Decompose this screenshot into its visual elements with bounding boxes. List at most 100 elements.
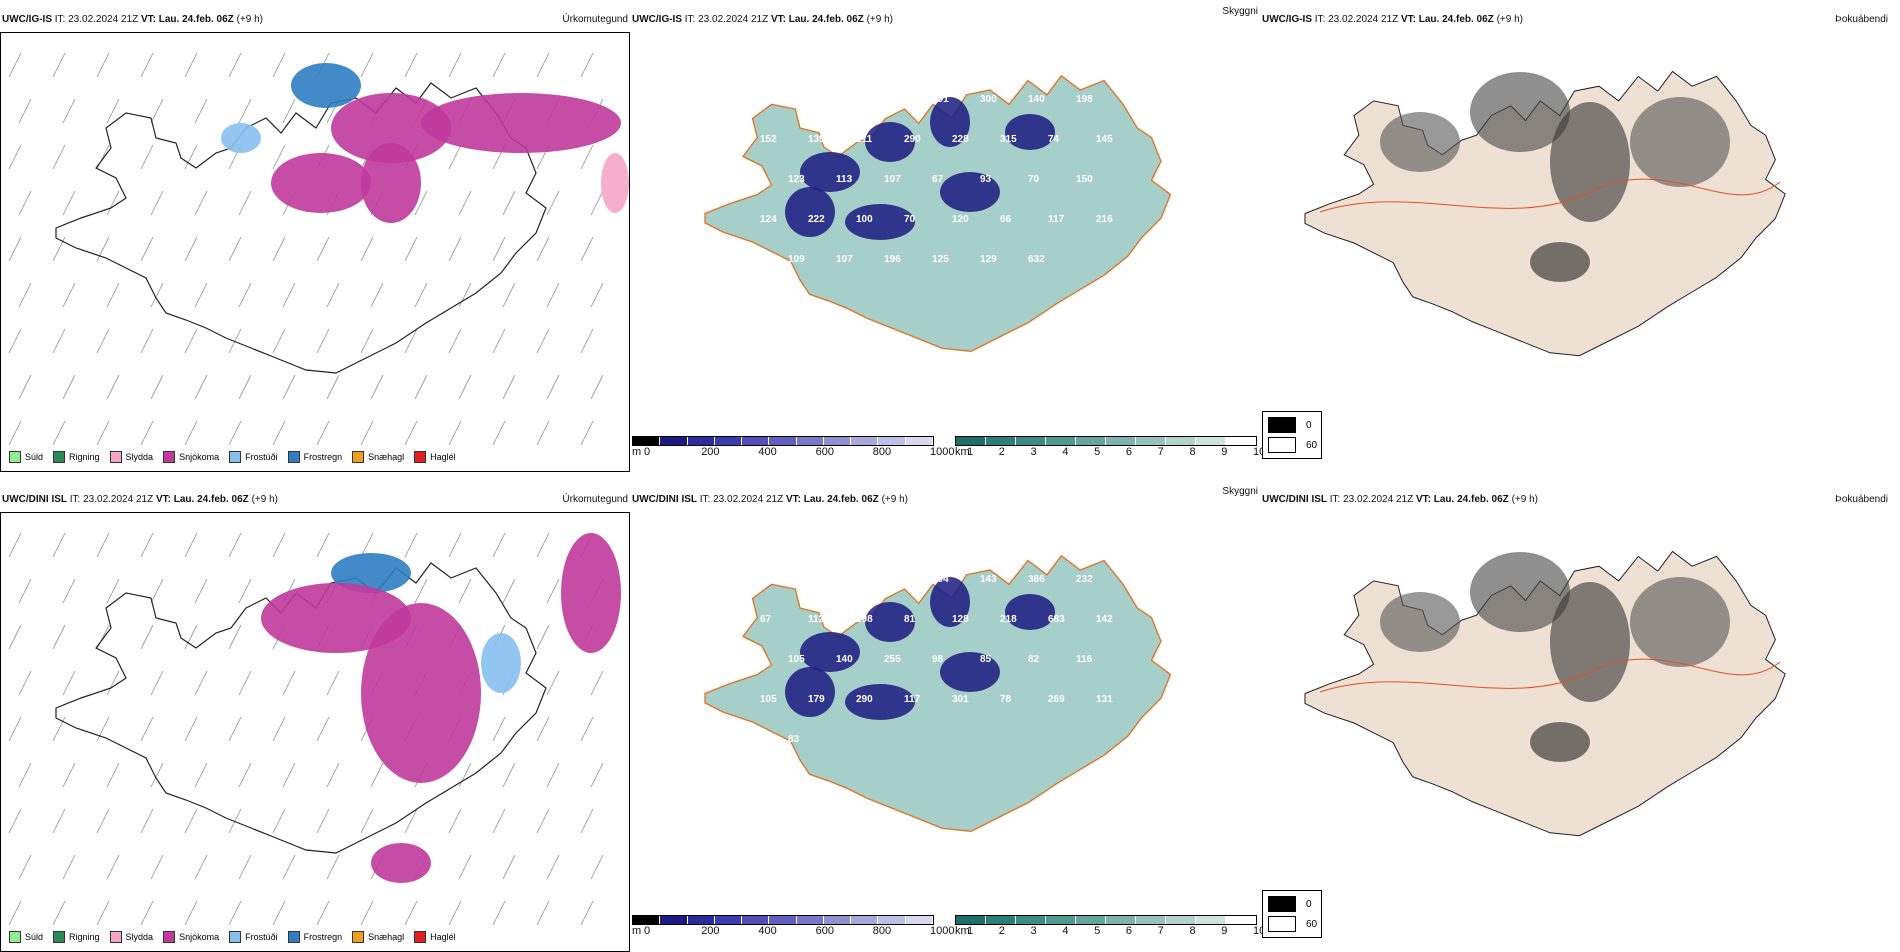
cloud-base-label: 117 <box>904 694 921 705</box>
fog-index-area <box>1470 72 1570 152</box>
legend-label: Slydda <box>125 932 154 942</box>
cloud-base-colorbar <box>632 915 934 925</box>
cloud-base-label: 93 <box>980 174 992 185</box>
wind-barb <box>18 762 32 788</box>
wind-barb <box>106 854 120 880</box>
colorbar-segment <box>769 916 797 924</box>
cloud-base-label: 139 <box>808 134 825 145</box>
field-title: Skyggni <box>1222 6 1258 17</box>
legend-label: Rigning <box>69 452 100 462</box>
legend-label: Haglél <box>430 932 456 942</box>
cloud-base-area <box>800 632 860 672</box>
colorbar-segment <box>1016 437 1046 445</box>
wind-barb <box>52 532 66 558</box>
colorbar-segment <box>742 916 770 924</box>
precip-legend-item: Rigning <box>53 451 100 463</box>
cloud-base-label: 116 <box>1076 654 1093 665</box>
precip-area <box>221 123 261 153</box>
cloud-base-label: 211 <box>856 134 873 145</box>
colorbar-tick-label: 8 <box>1189 925 1196 937</box>
wind-barb <box>272 808 286 834</box>
colorbar-tick-label: 4 <box>1062 925 1069 937</box>
cloud-base-label: 300 <box>980 94 997 105</box>
cloud-base-label: 128 <box>952 614 969 625</box>
wind-barb <box>228 532 242 558</box>
colorbar-segment <box>796 437 824 445</box>
wind-barb <box>96 420 110 446</box>
colorbar-tick-label: 800 <box>872 446 892 458</box>
wind-barb <box>52 900 66 926</box>
wind-barb <box>228 236 242 262</box>
fog-index-area <box>1530 242 1590 282</box>
cloud-base-area <box>865 122 915 162</box>
wind-barb <box>228 420 242 446</box>
wind-barb <box>96 144 110 170</box>
wind-barb <box>272 532 286 558</box>
wind-barb <box>536 808 550 834</box>
cloud-base-label: 112 <box>808 614 825 625</box>
colorbar-tick-label: 8 <box>1189 446 1196 458</box>
field-title: Skyggni <box>1222 486 1258 497</box>
colorbar-segment <box>714 437 743 445</box>
cloud-base-label: 125 <box>932 254 949 265</box>
cloud-base-label: 301 <box>952 694 969 705</box>
init-time: IT: 23.02.2024 21Z <box>1314 14 1399 25</box>
wind-barb <box>502 190 516 216</box>
colorbar-tick-label: 0 <box>644 925 651 937</box>
colorbar-tick-label: 200 <box>701 446 720 458</box>
cloud-base-label: 103 <box>740 654 757 665</box>
wind-barb <box>18 98 32 124</box>
cloud-base-label: 142 <box>1096 614 1113 625</box>
wind-barb <box>8 52 22 78</box>
wind-barb <box>580 420 594 446</box>
fog-legend-label: 60 <box>1306 439 1318 451</box>
cloud-base-area <box>1005 594 1055 630</box>
precip-legend-item: Snjókoma <box>163 931 219 943</box>
colorbar-segment <box>1046 916 1076 924</box>
wind-barb <box>370 374 384 400</box>
cloud-base-label: 105 <box>760 694 777 705</box>
cloud-base-label: 117 <box>1048 214 1065 225</box>
lead-time: (+9 h) <box>866 14 893 25</box>
colorbar-segment <box>956 437 986 445</box>
wind-barb <box>404 532 418 558</box>
colorbar-tick-label: 3 <box>1030 925 1037 937</box>
wind-barb <box>184 328 198 354</box>
wind-barb <box>106 98 120 124</box>
wind-barb <box>458 762 472 788</box>
wind-barb <box>316 532 330 558</box>
wind-barb <box>536 52 550 78</box>
colorbar-segment <box>878 916 906 924</box>
colorbar-tick-label: 7 <box>1157 925 1164 937</box>
colorbar-tick-label: 9 <box>1221 925 1228 937</box>
colorbar-segment <box>851 437 879 445</box>
wind-barb <box>360 900 374 926</box>
colorbar-segment <box>1106 437 1136 445</box>
precip-map: Súld Rigning Slydda Snjókoma Frostúði Frostre… <box>0 32 630 472</box>
wind-barb <box>546 190 560 216</box>
wind-barb <box>272 420 286 446</box>
cloud-base-area <box>940 652 1000 692</box>
visibility-colorbar <box>955 436 1257 446</box>
cloud-base-colorbar-labels: m 0 200 400 600 800 1000 <box>632 925 954 939</box>
cloud-base-label: 290 <box>904 134 921 145</box>
wind-barb <box>414 578 428 604</box>
colorbar-unit: km <box>955 925 970 937</box>
wind-barb <box>52 328 66 354</box>
wind-barb <box>316 420 330 446</box>
cloud-base-label: 124 <box>760 214 777 225</box>
fog-map <box>1260 512 1890 912</box>
colorbar-tick-label: 600 <box>815 446 834 458</box>
wind-barb <box>316 328 330 354</box>
wind-barb <box>360 532 374 558</box>
legend-swatch <box>109 931 122 943</box>
wind-barb <box>194 374 208 400</box>
wind-barb <box>316 716 330 742</box>
legend-label: Súld <box>25 452 44 462</box>
legend-label: Snæhagl <box>368 932 405 942</box>
wind-barb <box>52 808 66 834</box>
wind-barb <box>228 900 242 926</box>
wind-barb <box>536 236 550 262</box>
panel-title: UWC/DINI ISL IT: 23.02.2024 21Z VT: Lau.… <box>630 486 1260 512</box>
cloud-base-panel-bottom: UWC/DINI ISL IT: 23.02.2024 21Z VT: Lau.… <box>630 486 1260 952</box>
